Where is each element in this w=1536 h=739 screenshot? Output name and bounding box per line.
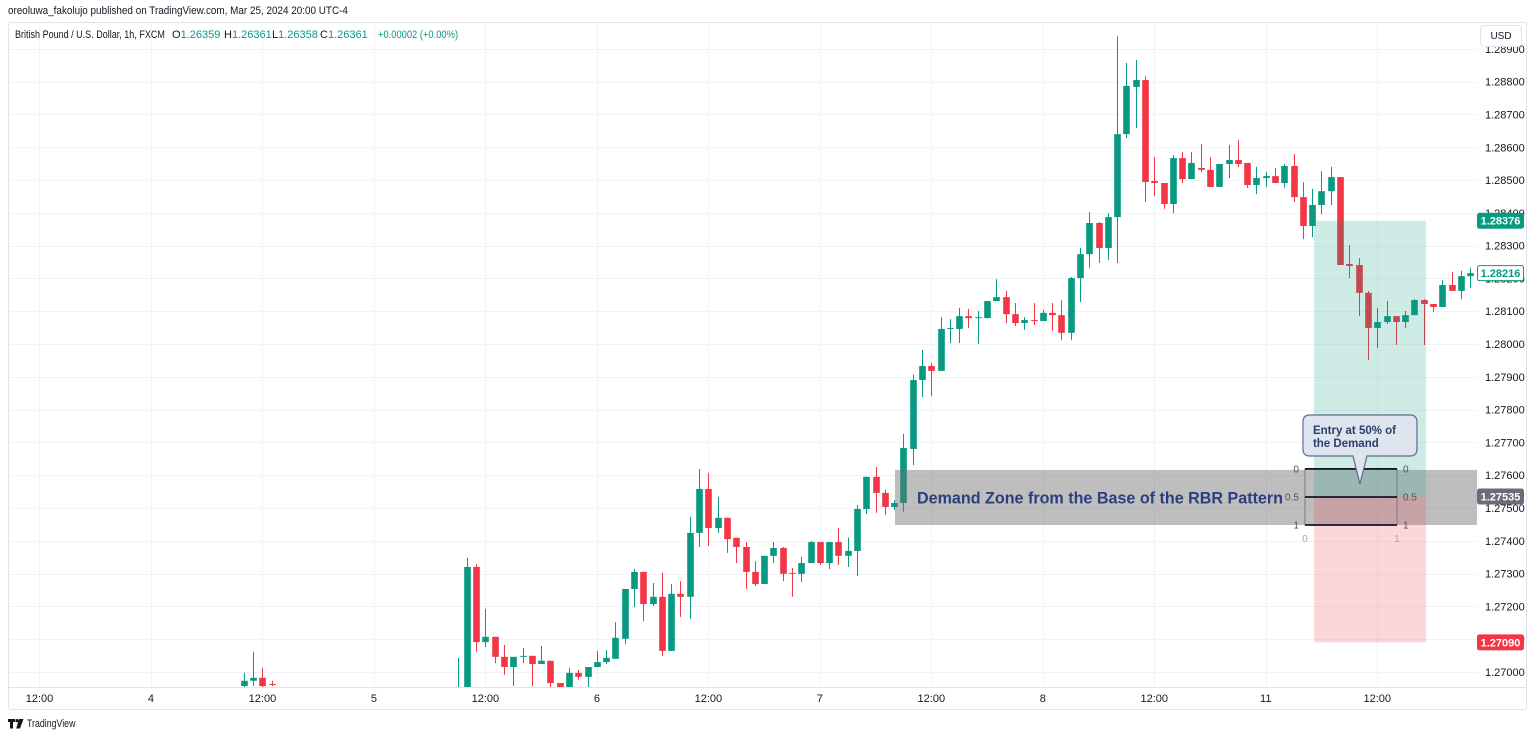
time-axis-separator	[9, 687, 1526, 688]
chart-legend: British Pound / U.S. Dollar, 1h, FXCM O1…	[0, 29, 600, 42]
chart-plot-area[interactable]	[9, 23, 1477, 687]
legend-high-label: H	[224, 29, 232, 41]
legend-change: +0.00002 (+0.00%)	[378, 29, 459, 41]
legend-symbol[interactable]: British Pound / U.S. Dollar, 1h, FXCM	[15, 29, 165, 41]
legend-low-label: L	[272, 29, 279, 41]
legend-close-label: C	[320, 29, 328, 41]
legend-close-value: 1.26361	[327, 29, 368, 41]
legend-high-value: 1.26361	[231, 29, 272, 41]
tradingview-logo-icon	[8, 719, 24, 729]
legend-low-value: 1.26358	[278, 29, 318, 41]
publish-attribution: oreoluwa_fakolujo published on TradingVi…	[8, 5, 348, 17]
legend-open-label: O	[172, 29, 181, 41]
time-axis[interactable]	[9, 688, 1526, 709]
price-axis[interactable]	[1477, 23, 1526, 687]
legend-open: O1.26359	[172, 29, 220, 42]
tradingview-logo-link[interactable]: TradingView	[8, 717, 88, 731]
currency-button[interactable]: USD	[1480, 25, 1522, 47]
legend-close: C1.26361	[320, 29, 368, 42]
tradingview-brand-text: TradingView	[27, 718, 76, 730]
legend-low: L1.26358	[272, 29, 318, 42]
legend-high: H1.26361	[224, 29, 272, 42]
chart-panel	[8, 22, 1527, 710]
legend-open-value: 1.26359	[180, 29, 221, 41]
